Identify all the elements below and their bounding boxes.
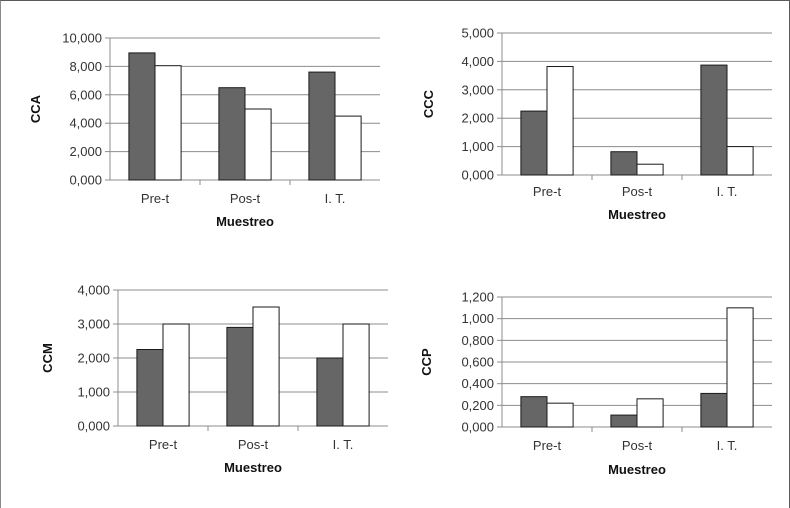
y-tick-label: 0,000 <box>69 173 102 188</box>
bar-series-2 <box>334 115 362 181</box>
x-category-label: I. T. <box>717 438 738 453</box>
bar-series-2 <box>726 146 754 176</box>
chart-ccp: 0,000 0,200 0,400 0,600 0,800 1,000 1,200 Pre-t… <box>419 290 772 477</box>
x-category-label: I. T. <box>333 437 354 452</box>
x-category-label: Pos-t <box>230 191 261 206</box>
x-axis-title: Muestreo <box>608 462 666 477</box>
bar-series-2 <box>636 163 664 176</box>
y-tick-label: 6,000 <box>69 87 102 102</box>
bar-series-1 <box>136 349 164 427</box>
bar-series-2 <box>154 65 182 181</box>
y-tick-label: 3,000 <box>77 317 110 332</box>
bar-series-2 <box>546 402 574 428</box>
y-tick-label: 2,000 <box>69 144 102 159</box>
bar-series-1 <box>218 87 246 181</box>
y-tick-label: 0,000 <box>461 168 494 183</box>
y-tick-label: 3,000 <box>461 82 494 97</box>
x-category-label: Pre-t <box>533 438 562 453</box>
chart-ccc: 0,000 1,000 2,000 3,000 4,000 5,000 Pre-t Pos-t… <box>421 26 772 222</box>
bar-series-1 <box>316 357 344 427</box>
y-tick-label: 1,000 <box>77 385 110 400</box>
y-tick-label: 0,800 <box>461 333 494 348</box>
x-category-label: Pre-t <box>141 191 170 206</box>
y-tick-label: 2,000 <box>461 111 494 126</box>
y-tick-label: 8,000 <box>69 59 102 74</box>
y-tick-label: 2,000 <box>77 351 110 366</box>
bar-series-1 <box>700 64 728 176</box>
bar-series-2 <box>546 66 574 176</box>
y-tick-label: 1,200 <box>461 290 494 305</box>
bar-series-1 <box>700 392 728 428</box>
bar-series-1 <box>610 151 638 176</box>
chart-ccm: 0,000 1,000 2,000 3,000 4,000 Pre-t Pos-t I. T.… <box>40 283 388 475</box>
chart-cca: 0,000 2,000 4,000 6,000 8,000 10,000 Pre-t Pos-… <box>28 31 380 229</box>
bar-series-1 <box>520 396 548 428</box>
bar-series-2 <box>342 323 370 427</box>
y-tick-label: 0,000 <box>77 419 110 434</box>
y-tick-label: 4,000 <box>69 116 102 131</box>
y-axis-title: CCA <box>28 94 43 123</box>
bar-series-1 <box>226 326 254 427</box>
x-category-label: I. T. <box>325 191 346 206</box>
x-category-label: Pos-t <box>238 437 269 452</box>
bar-series-2 <box>726 307 754 428</box>
y-axis-title: CCP <box>419 348 434 376</box>
x-category-label: Pos-t <box>622 438 653 453</box>
y-tick-label: 10,000 <box>62 31 102 46</box>
bar-series-1 <box>308 71 336 181</box>
bar-series-2 <box>162 323 190 427</box>
bar-series-2 <box>636 398 664 428</box>
bar-series-2 <box>244 108 272 181</box>
y-tick-label: 1,000 <box>461 139 494 154</box>
y-tick-label: 0,600 <box>461 355 494 370</box>
bar-series-1 <box>520 110 548 176</box>
bar-series-2 <box>252 306 280 427</box>
x-axis-title: Muestreo <box>224 460 282 475</box>
x-category-label: Pre-t <box>149 437 178 452</box>
y-tick-label: 0,200 <box>461 398 494 413</box>
x-axis-title: Muestreo <box>216 214 274 229</box>
x-category-label: Pos-t <box>622 184 653 199</box>
y-tick-label: 5,000 <box>461 26 494 41</box>
x-axis-title: Muestreo <box>608 207 666 222</box>
y-tick-label: 0,400 <box>461 376 494 391</box>
y-tick-label: 4,000 <box>461 54 494 69</box>
y-axis-title: CCM <box>40 343 55 373</box>
y-tick-label: 0,000 <box>461 420 494 435</box>
y-axis-title: CCC <box>421 89 436 118</box>
y-tick-label: 4,000 <box>77 283 110 298</box>
bar-series-1 <box>128 52 156 181</box>
x-category-label: I. T. <box>717 184 738 199</box>
bar-series-1 <box>610 414 638 428</box>
y-tick-label: 1,000 <box>461 311 494 326</box>
x-category-label: Pre-t <box>533 184 562 199</box>
